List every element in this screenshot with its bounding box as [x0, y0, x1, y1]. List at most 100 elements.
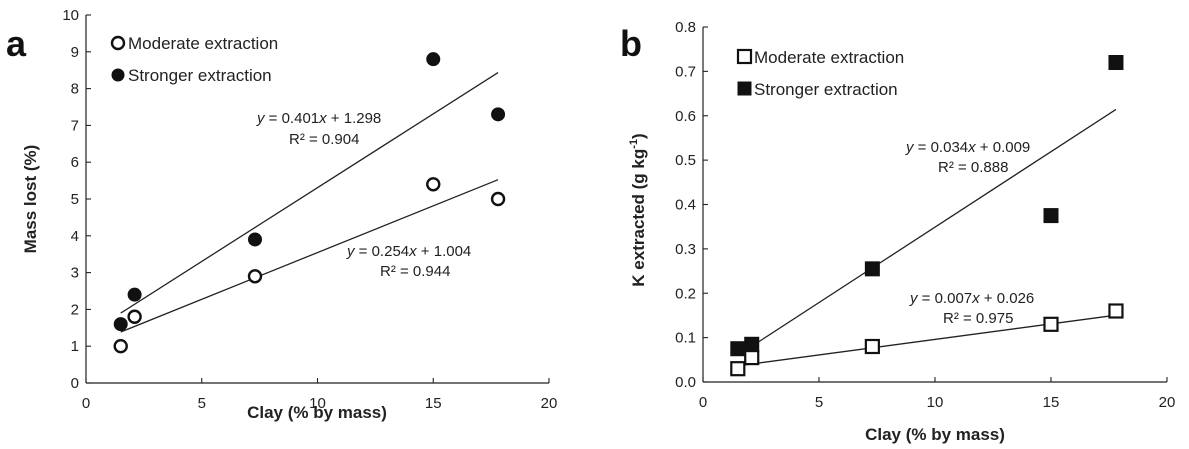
data-point-stronger [113, 317, 128, 332]
y-tick-label: 6 [71, 154, 79, 171]
legend-label-stronger-b: Stronger extraction [754, 80, 898, 99]
y-tick-label: 0 [71, 375, 79, 392]
eq-intercept: + 0.026 [980, 290, 1035, 307]
data-point-stronger [864, 261, 880, 277]
chart-a-y-axis-title: Mass lost (%) [21, 145, 40, 254]
chart-a-r2-stronger: R² = 0.904 [289, 131, 359, 148]
y-title-main: K extracted (g kg [629, 149, 648, 287]
data-point-stronger [127, 287, 142, 302]
y-title-sup: -1 [628, 139, 640, 149]
y-tick-label: 4 [71, 228, 79, 245]
chart-b-points [730, 55, 1124, 377]
chart-a-legend: Moderate extraction Stronger extraction [110, 34, 278, 85]
y-tick-label: 0.2 [675, 285, 696, 302]
data-point-stronger [426, 52, 441, 67]
chart-b: b 0.0 0.1 0.2 0.3 0.4 0.5 0.6 0.7 0.8 0 5 10 15 20 C… [620, 19, 1175, 444]
data-point-moderate [864, 338, 880, 355]
eq-intercept: + 0.009 [976, 139, 1031, 156]
data-point-stronger [247, 232, 262, 247]
y-tick-label: 0.7 [675, 63, 696, 80]
x-tick-label: 5 [198, 395, 206, 412]
x-tick-label: 0 [82, 395, 90, 412]
panel-label-a: a [6, 23, 27, 64]
y-tick-label: 0.0 [675, 374, 696, 391]
trend-line-stronger [120, 72, 499, 314]
y-tick-label: 0.8 [675, 19, 696, 36]
data-point-stronger [744, 336, 760, 352]
legend-label-stronger-a: Stronger extraction [128, 66, 272, 85]
y-tick-label: 0.1 [675, 330, 696, 347]
eq-var-y: y [909, 290, 919, 307]
chart-a-points [113, 52, 506, 354]
x-tick-label: 5 [815, 394, 823, 411]
chart-a-fit-lines [120, 72, 499, 333]
eq-var-y: y [346, 243, 356, 260]
trend-line-moderate [737, 314, 1117, 367]
y-tick-label: 3 [71, 265, 79, 282]
eq-slope: = 0.034 [914, 139, 969, 156]
data-point-stronger [1043, 208, 1059, 224]
chart-b-y-ticks: 0.0 0.1 0.2 0.3 0.4 0.5 0.6 0.7 0.8 [675, 19, 708, 391]
data-point-moderate [426, 177, 441, 192]
data-point-moderate [113, 339, 128, 354]
eq-var-y: y [256, 110, 266, 127]
y-tick-label: 7 [71, 117, 79, 134]
chart-b-equation-stronger: y = 0.034x + 0.009 [905, 139, 1030, 156]
trend-line-stronger [737, 108, 1117, 356]
chart-a-x-axis-title: Clay (% by mass) [247, 403, 387, 422]
eq-slope: = 0.254 [355, 243, 410, 260]
eq-var-x: x [971, 290, 980, 307]
chart-a-x-ticks: 0 5 10 15 20 [82, 378, 557, 412]
legend-marker-moderate-b [736, 48, 753, 65]
y-tick-label: 9 [71, 44, 79, 61]
y-tick-label: 10 [62, 7, 79, 24]
chart-b-legend: Moderate extraction Stronger extraction [736, 48, 904, 99]
legend-marker-stronger-a [111, 68, 125, 82]
data-point-moderate [730, 361, 746, 377]
chart-b-y-axis-title: K extracted (g kg-1) [628, 133, 648, 286]
chart-b-r2-moderate: R² = 0.975 [943, 310, 1013, 327]
y-tick-label: 8 [71, 81, 79, 98]
legend-marker-stronger-b [737, 81, 752, 96]
y-tick-label: 0.4 [675, 197, 696, 214]
data-point-moderate [1043, 316, 1059, 332]
data-point-moderate [247, 269, 263, 284]
eq-var-x: x [967, 139, 976, 156]
chart-b-equation-moderate: y = 0.007x + 0.026 [909, 290, 1034, 307]
x-tick-label: 15 [1043, 394, 1060, 411]
x-tick-label: 15 [425, 395, 442, 412]
y-title-close: ) [629, 133, 648, 139]
x-tick-label: 20 [1159, 394, 1176, 411]
x-tick-label: 10 [927, 394, 944, 411]
y-tick-label: 5 [71, 191, 79, 208]
eq-var-y: y [905, 139, 915, 156]
x-tick-label: 10 [309, 395, 326, 412]
data-point-stronger [491, 107, 506, 122]
panel-label-b: b [620, 23, 642, 64]
eq-var-x: x [408, 243, 417, 260]
chart-b-x-ticks: 0 5 10 15 20 [699, 377, 1176, 411]
eq-slope: = 0.401 [265, 110, 320, 127]
chart-a: a 0 1 2 3 4 5 6 7 8 9 10 0 5 10 15 20 Clay (% by mass)… [6, 7, 557, 422]
data-point-moderate [744, 349, 760, 366]
chart-a-equation-moderate: y = 0.254x + 1.004 [346, 243, 471, 260]
y-tick-label: 0.3 [675, 241, 696, 258]
x-tick-label: 0 [699, 394, 707, 411]
legend-label-moderate-a: Moderate extraction [128, 34, 278, 53]
y-tick-label: 0.5 [675, 152, 696, 169]
y-tick-label: 2 [71, 301, 79, 318]
data-point-stronger [730, 341, 746, 357]
eq-slope: = 0.007 [918, 290, 973, 307]
chart-b-r2-stronger: R² = 0.888 [938, 159, 1008, 176]
data-point-moderate [1108, 303, 1124, 319]
chart-a-r2-moderate: R² = 0.944 [380, 263, 450, 280]
y-tick-label: 1 [71, 338, 79, 355]
data-point-moderate [127, 309, 142, 324]
legend-marker-moderate-a [110, 35, 126, 51]
data-point-moderate [490, 191, 506, 207]
legend-label-moderate-b: Moderate extraction [754, 48, 904, 67]
trend-line-moderate [120, 179, 499, 333]
eq-var-x: x [318, 110, 327, 127]
chart-a-equation-stronger: y = 0.401x + 1.298 [256, 110, 381, 127]
